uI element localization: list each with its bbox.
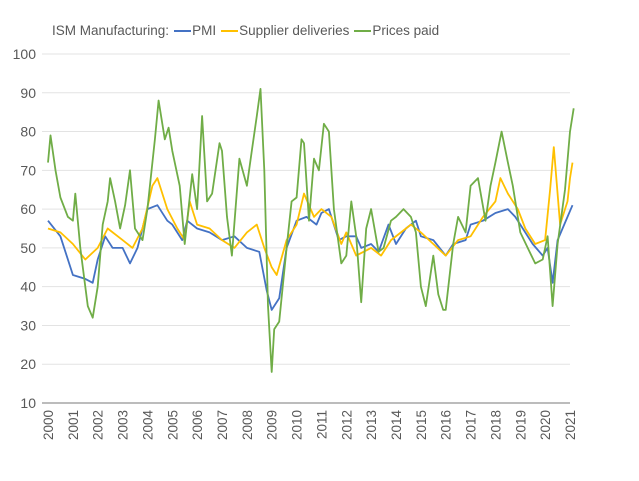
x-tick-label: 2013: [364, 410, 379, 440]
y-tick-label: 100: [13, 46, 37, 62]
x-tick-label: 2003: [116, 410, 131, 440]
y-tick-label: 40: [20, 279, 36, 295]
y-tick-label: 60: [20, 201, 36, 217]
series-line-supplier-deliveries: [47, 146, 574, 276]
chart-title: ISM Manufacturing:: [52, 23, 170, 38]
x-tick-label: 2021: [563, 410, 578, 440]
x-tick-label: 2017: [464, 410, 479, 440]
series-line-prices-paid: [47, 88, 575, 373]
x-tick-label: 2007: [215, 410, 230, 440]
legend-swatch-prices-paid: [354, 29, 372, 32]
y-tick-label: 20: [20, 356, 36, 372]
y-tick-label: 80: [20, 124, 36, 140]
x-tick-label: 2018: [488, 410, 503, 440]
x-tick-label: 2006: [190, 410, 205, 440]
series-line-pmi: [47, 204, 574, 311]
legend-label-pmi: PMI: [192, 23, 217, 38]
y-tick-label: 30: [20, 317, 36, 333]
legend-swatch-supplier-deliveries: [221, 29, 239, 32]
y-tick-label: 70: [20, 162, 36, 178]
x-tick-label: 2002: [91, 410, 106, 440]
x-tick-label: 2001: [66, 410, 81, 440]
x-tick-label: 2008: [240, 410, 255, 440]
x-tick-label: 2019: [513, 410, 528, 440]
x-tick-label: 2010: [290, 410, 305, 440]
legend-label-prices-paid: Prices paid: [372, 23, 440, 38]
x-tick-label: 2004: [140, 410, 155, 441]
x-tick-label: 2000: [41, 410, 56, 440]
legend-swatch-pmi: [174, 29, 192, 32]
x-tick-label: 2011: [314, 410, 329, 439]
x-tick-label: 2005: [165, 410, 180, 440]
x-tick-label: 2015: [414, 410, 429, 440]
x-tick-label: 2009: [265, 410, 280, 440]
legend-label-supplier-deliveries: Supplier deliveries: [239, 23, 350, 38]
x-tick-label: 2012: [339, 410, 354, 440]
x-tick-label: 2020: [538, 410, 553, 440]
x-tick-label: 2014: [389, 410, 404, 441]
x-tick-label: 2016: [439, 410, 454, 440]
y-tick-label: 90: [20, 85, 36, 101]
legend: ISM Manufacturing: PMI Supplier deliveri…: [52, 23, 439, 38]
y-tick-label: 10: [20, 395, 36, 411]
y-tick-label: 50: [20, 240, 36, 256]
